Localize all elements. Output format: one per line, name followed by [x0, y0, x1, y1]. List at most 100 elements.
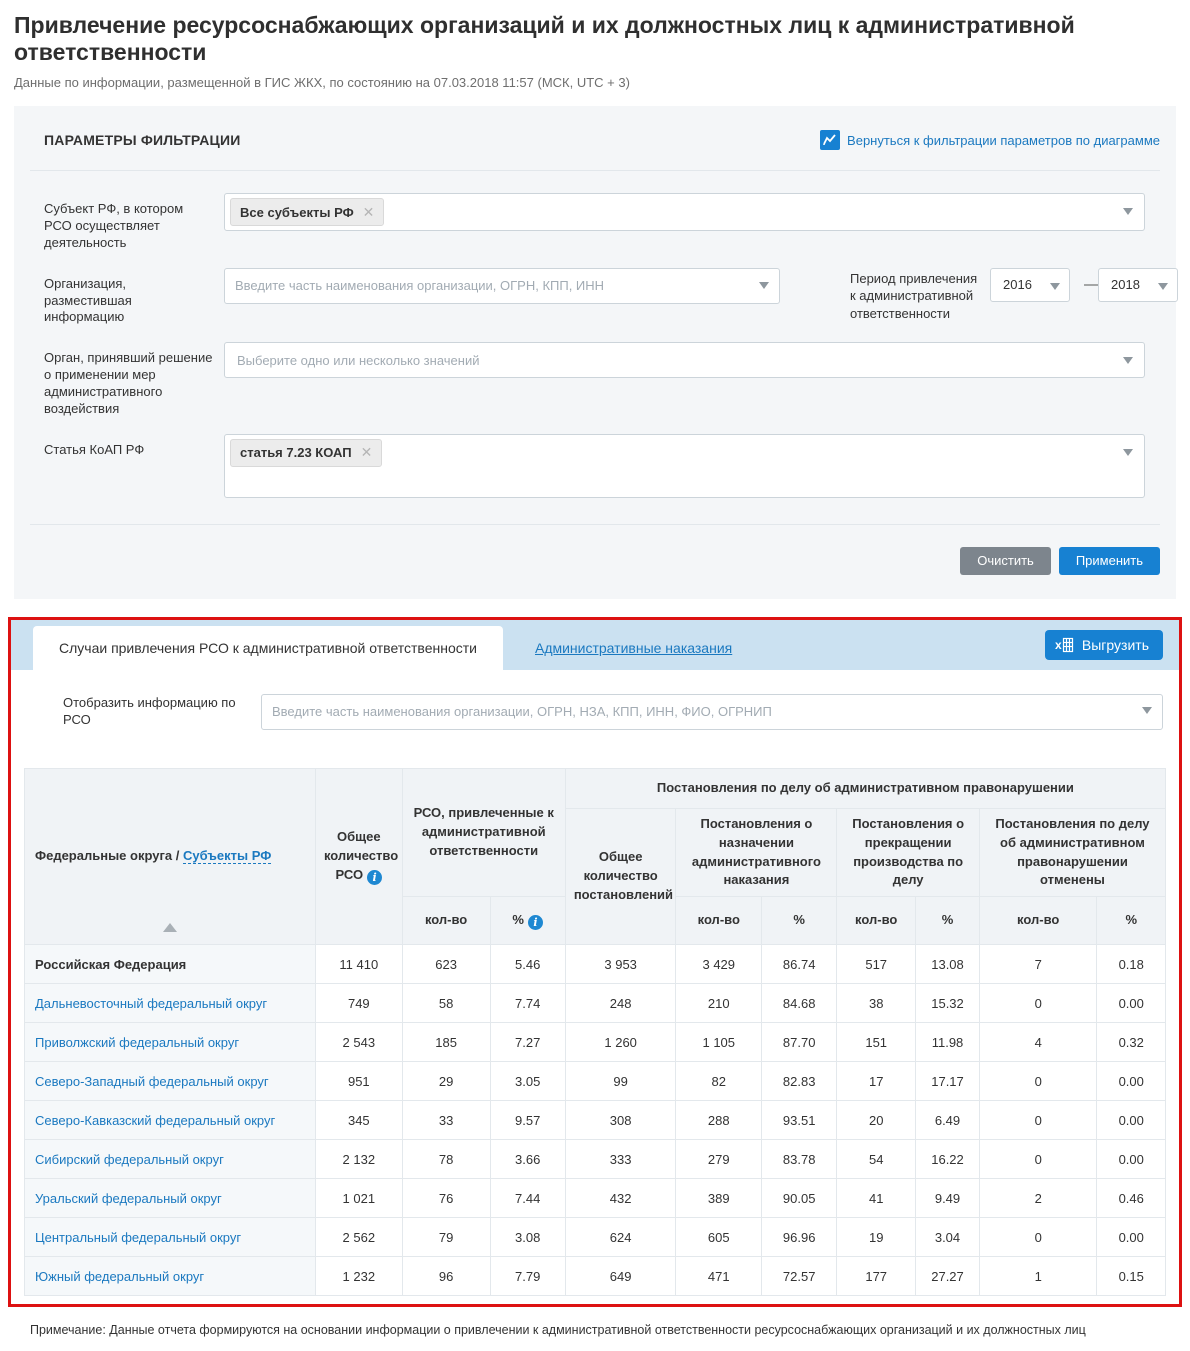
chevron-down-icon[interactable] [1142, 706, 1152, 714]
tab-penalties-link[interactable]: Административные наказания [534, 639, 733, 656]
organ-label: Орган, принявший решение о применении ме… [44, 350, 213, 417]
header-percent: % i [489, 896, 566, 946]
chevron-down-icon[interactable] [1123, 357, 1133, 365]
cell-value: 345 [314, 1100, 403, 1141]
cell-value: 11.98 [915, 1022, 980, 1063]
page-title: Привлечение ресурсоснабжающих организаци… [14, 12, 1075, 65]
info-icon[interactable]: i [367, 869, 383, 885]
cell-value: 0 [978, 1217, 1098, 1258]
chevron-down-icon [1050, 282, 1060, 290]
cell-value: 19 [836, 1217, 917, 1258]
table-body: Российская Федерация 11 410 623 5.46 3 953 3 … [24, 944, 1166, 1297]
district-link[interactable]: Дальневосточный федеральный округ [35, 995, 268, 1011]
export-button[interactable]: x Выгрузить [1044, 629, 1163, 660]
svg-text:x: x [1055, 638, 1062, 652]
header-count: кол-во [401, 896, 491, 946]
cell-value: 9.49 [915, 1178, 980, 1219]
district-link[interactable]: Уральский федеральный округ [35, 1190, 222, 1206]
cell-value: 185 [401, 1022, 491, 1063]
district-link[interactable]: Приволжский федеральный округ [35, 1034, 240, 1050]
organization-input[interactable] [224, 267, 780, 304]
sort-asc-icon[interactable] [162, 923, 177, 933]
header-percent: % [761, 896, 838, 946]
district-name-cell: Российская Федерация [24, 944, 316, 985]
cell-value: 3.04 [915, 1217, 980, 1258]
article-tag: статья 7.23 КОАП ✕ [230, 438, 383, 467]
back-to-diagram-label: Вернуться к фильтрации параметров по диа… [847, 132, 1160, 148]
table-row: Центральный федеральный округ 2 562 79 3.08… [24, 1217, 1166, 1258]
line-chart-icon [820, 130, 841, 150]
row-label: Российская Федерация [35, 956, 187, 972]
cell-value: 27.27 [915, 1256, 980, 1297]
cell-value: 1 [978, 1256, 1098, 1297]
filter-row-article: Статья КоАП РФ статья 7.23 КОАП ✕ [44, 433, 1160, 498]
cell-value: 308 [564, 1100, 677, 1141]
cell-value: 0 [978, 1061, 1098, 1102]
cell-value: 0.00 [1096, 1100, 1166, 1141]
period-label: Период привлечения к административной от… [850, 270, 978, 321]
cell-value: 7.27 [489, 1022, 566, 1063]
cell-value: 83.78 [761, 1139, 838, 1180]
tab-bar: Случаи привлечения РСО к административно… [11, 619, 1179, 670]
period-to-select[interactable]: 2018 [1098, 267, 1178, 302]
district-link[interactable]: Южный федеральный округ [35, 1268, 205, 1284]
cell-value: 333 [564, 1139, 677, 1180]
subjects-rf-link[interactable]: Субъекты РФ [182, 848, 272, 865]
remove-tag-icon[interactable]: ✕ [360, 444, 373, 461]
district-link[interactable]: Северо-Западный федеральный округ [35, 1073, 269, 1089]
table-wrapper: Федеральные округа / Субъекты РФ Общее к… [11, 756, 1179, 1304]
header-group-rso-involved: РСО, привлеченные к административной отв… [401, 767, 566, 898]
clear-button[interactable]: Очистить [960, 546, 1051, 575]
rso-search-label: Отобразить информацию по РСО [63, 695, 236, 727]
cell-value: 11 410 [314, 944, 403, 985]
footnote: Примечание: Данные отчета формируются на… [30, 1323, 1086, 1338]
subject-select[interactable]: Все субъекты РФ ✕ [224, 193, 1145, 231]
district-name-cell: Дальневосточный федеральный округ [24, 983, 316, 1024]
article-tag-label: статья 7.23 КОАП [240, 445, 352, 461]
district-name-cell: Сибирский федеральный округ [24, 1139, 316, 1180]
article-select[interactable]: статья 7.23 КОАП ✕ [224, 433, 1145, 498]
cell-value: 649 [564, 1256, 677, 1297]
cell-value: 517 [836, 944, 917, 985]
back-to-diagram-link[interactable]: Вернуться к фильтрации параметров по диа… [820, 130, 1160, 150]
header-group-termination: Постановления о прекращении производства… [836, 807, 980, 898]
cell-value: 0.00 [1096, 983, 1166, 1024]
cell-value: 1 105 [675, 1022, 763, 1063]
apply-button[interactable]: Применить [1058, 546, 1160, 575]
chevron-down-icon[interactable] [759, 281, 769, 289]
tab-cases-active[interactable]: Случаи привлечения РСО к административно… [33, 625, 503, 670]
cell-value: 0.00 [1096, 1061, 1166, 1102]
cell-value: 20 [836, 1100, 917, 1141]
district-link[interactable]: Сибирский федеральный округ [35, 1151, 224, 1167]
organ-select[interactable]: Выберите одно или несколько значений [224, 342, 1145, 379]
header-total-resolutions: Общее количество постановлений [564, 807, 677, 946]
cell-value: 0.00 [1096, 1217, 1166, 1258]
district-link[interactable]: Центральный федеральный округ [35, 1229, 242, 1245]
header-districts-prefix: Федеральные округа / [35, 848, 183, 864]
cell-value: 17.17 [915, 1061, 980, 1102]
chevron-down-icon[interactable] [1123, 448, 1133, 456]
cell-value: 624 [564, 1217, 677, 1258]
chevron-down-icon[interactable] [1123, 208, 1133, 215]
cell-value: 471 [675, 1256, 763, 1297]
cell-value: 38 [836, 983, 917, 1024]
cell-value: 5.46 [489, 944, 566, 985]
period-from-select[interactable]: 2016 [990, 267, 1070, 302]
info-icon[interactable]: i [527, 915, 543, 931]
cell-value: 82.83 [761, 1061, 838, 1102]
cell-value: 0.32 [1096, 1022, 1166, 1063]
rso-search-input[interactable] [261, 693, 1163, 730]
table-row: Южный федеральный округ 1 232 96 7.79 649 471… [24, 1256, 1166, 1297]
remove-tag-icon[interactable]: ✕ [362, 203, 375, 220]
cell-value: 86.74 [761, 944, 838, 985]
cell-value: 248 [564, 983, 677, 1024]
district-link[interactable]: Северо-Кавказский федеральный округ [35, 1112, 276, 1128]
cell-value: 7.44 [489, 1178, 566, 1219]
cell-value: 17 [836, 1061, 917, 1102]
cell-value: 9.57 [489, 1100, 566, 1141]
cell-value: 79 [401, 1217, 491, 1258]
header-group-cancelled: Постановления по делу об административно… [978, 807, 1167, 898]
cell-value: 7.79 [489, 1256, 566, 1297]
cell-value: 3.66 [489, 1139, 566, 1180]
period-separator: — [1084, 275, 1099, 293]
